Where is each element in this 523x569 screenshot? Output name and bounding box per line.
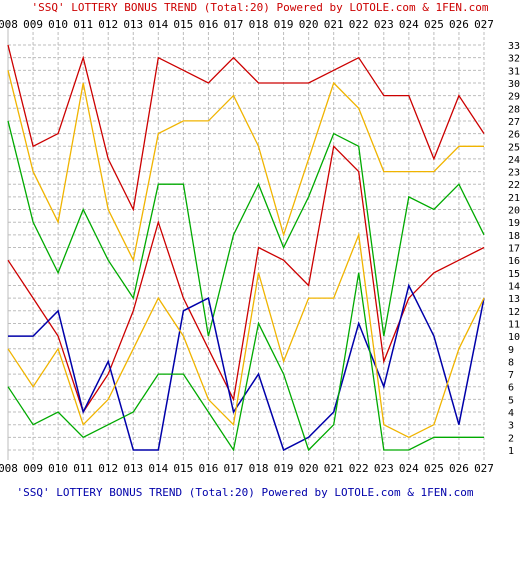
x-tick-label-top: 022 <box>349 18 369 31</box>
x-tick-label-top: 009 <box>23 18 43 31</box>
y-tick-label: 6 <box>508 383 514 394</box>
series-line-4 <box>7 144 485 414</box>
y-tick-label: 27 <box>508 117 520 128</box>
x-tick-label-bottom: 025 <box>424 462 444 475</box>
y-tick-label: 19 <box>508 218 520 229</box>
x-tick-label-top: 023 <box>374 18 394 31</box>
y-tick-label: 2 <box>508 433 514 444</box>
series-line-5 <box>8 283 485 452</box>
x-tick-label-top: 011 <box>73 18 93 31</box>
series-line-6 <box>7 232 485 439</box>
x-axis-bottom-labels: 008 009 010 011 012 013 014 015 016 017 018 019 020 0… <box>0 462 494 475</box>
x-tick-label-bottom: 016 <box>198 462 218 475</box>
chart-grid <box>7 22 485 460</box>
x-tick-label-top: 010 <box>48 18 68 31</box>
y-tick-label: 25 <box>508 142 520 153</box>
x-tick-label-bottom: 010 <box>48 462 68 475</box>
y-tick-label: 23 <box>508 168 520 179</box>
x-tick-label-top: 008 <box>0 18 18 31</box>
series-line-2 <box>7 70 484 263</box>
x-tick-label-bottom: 019 <box>274 462 294 475</box>
series-line-7 <box>7 272 484 452</box>
x-tick-label-bottom: 023 <box>374 462 394 475</box>
x-axis-top-labels: 008 009 010 011 012 013 014 015 016 017 018 019 020 0… <box>0 18 494 31</box>
y-tick-label: 28 <box>508 104 520 115</box>
y-tick-label: 13 <box>508 294 520 305</box>
x-tick-label-bottom: 018 <box>249 462 269 475</box>
x-tick-label-bottom: 017 <box>224 462 244 475</box>
y-tick-label: 22 <box>508 180 520 191</box>
x-tick-label-top: 012 <box>98 18 118 31</box>
x-tick-label-top: 018 <box>249 18 269 31</box>
series-line-1 <box>7 44 485 212</box>
x-tick-label-bottom: 014 <box>148 462 168 475</box>
y-tick-label: 33 <box>508 41 520 52</box>
x-tick-label-top: 013 <box>123 18 143 31</box>
y-tick-label: 31 <box>508 66 520 77</box>
x-tick-label-bottom: 011 <box>73 462 93 475</box>
y-tick-label: 15 <box>508 269 520 280</box>
y-tick-label: 8 <box>508 357 514 368</box>
x-tick-label-bottom: 009 <box>23 462 43 475</box>
y-tick-label: 30 <box>508 79 520 90</box>
y-tick-label: 21 <box>508 193 520 204</box>
x-tick-label-top: 016 <box>198 18 218 31</box>
y-tick-label: 14 <box>508 281 520 292</box>
y-tick-label: 1 <box>508 446 514 457</box>
x-tick-label-top: 025 <box>424 18 444 31</box>
y-tick-label: 29 <box>508 92 520 103</box>
x-tick-label-bottom: 021 <box>324 462 344 475</box>
y-tick-label: 11 <box>508 319 520 330</box>
y-tick-label: 9 <box>508 345 514 356</box>
chart-footer: 'SSQ' LOTTERY BONUS TREND (Total:20) Pow… <box>17 486 474 499</box>
y-tick-label: 12 <box>508 307 520 318</box>
y-tick-label: 32 <box>508 54 520 65</box>
x-tick-label-bottom: 024 <box>399 462 419 475</box>
x-tick-label-top: 017 <box>224 18 244 31</box>
x-tick-label-top: 015 <box>173 18 193 31</box>
x-tick-label-bottom: 022 <box>349 462 369 475</box>
y-tick-label: 16 <box>508 256 520 267</box>
x-tick-label-top: 024 <box>399 18 419 31</box>
x-tick-label-bottom: 012 <box>98 462 118 475</box>
y-tick-label: 5 <box>508 395 514 406</box>
y-axis-labels: 1234567891011121314151617181920212223242… <box>508 41 520 457</box>
series-line-3 <box>7 120 485 337</box>
x-tick-label-bottom: 013 <box>123 462 143 475</box>
x-tick-label-top: 026 <box>449 18 469 31</box>
x-tick-label-bottom: 015 <box>173 462 193 475</box>
x-tick-label-bottom: 026 <box>449 462 469 475</box>
y-tick-label: 26 <box>508 130 520 141</box>
y-tick-label: 7 <box>508 370 514 381</box>
y-tick-label: 17 <box>508 244 520 255</box>
x-tick-label-bottom: 027 <box>474 462 494 475</box>
x-tick-label-top: 027 <box>474 18 494 31</box>
y-tick-label: 20 <box>508 206 520 217</box>
y-tick-label: 4 <box>508 408 514 419</box>
x-tick-label-bottom: 008 <box>0 462 18 475</box>
x-tick-label-top: 014 <box>148 18 168 31</box>
y-tick-label: 3 <box>508 421 514 432</box>
x-tick-label-top: 020 <box>299 18 319 31</box>
y-tick-label: 10 <box>508 332 520 343</box>
x-tick-label-top: 019 <box>274 18 294 31</box>
y-tick-label: 18 <box>508 231 520 242</box>
chart-series <box>7 44 485 452</box>
y-tick-label: 24 <box>508 155 520 166</box>
x-tick-label-top: 021 <box>324 18 344 31</box>
x-tick-label-bottom: 020 <box>299 462 319 475</box>
chart-title: 'SSQ' LOTTERY BONUS TREND (Total:20) Pow… <box>32 1 489 14</box>
